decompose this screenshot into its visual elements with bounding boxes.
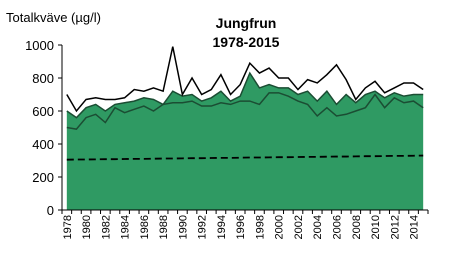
x-tick-label: 1984	[120, 215, 132, 239]
x-tick-label: 1996	[235, 215, 247, 239]
y-tick-label: 1000	[25, 38, 54, 53]
x-tick-label: 1986	[139, 215, 151, 239]
x-tick-label: 1990	[177, 215, 189, 239]
x-tick-label: 2004	[312, 215, 324, 239]
x-tick-label: 1998	[254, 215, 266, 239]
x-tick-label: 2006	[332, 215, 344, 239]
line	[66, 46, 424, 113]
area	[66, 73, 424, 210]
y-tick-label: 200	[32, 170, 54, 185]
x-tick-label: 1992	[197, 215, 209, 239]
x-tick-label: 2008	[351, 215, 363, 239]
area-edge	[66, 71, 424, 119]
chart-title: Jungfrun	[216, 15, 277, 31]
chart-subtitle: 1978-2015	[213, 34, 280, 50]
y-tick-label: 400	[32, 137, 54, 152]
x-tick-label: 2002	[293, 215, 305, 239]
x-tick-label: 1978	[62, 215, 74, 239]
y-tick-label: 0	[47, 203, 54, 218]
y-tick-label: 800	[32, 71, 54, 86]
x-tick-label: 1994	[216, 215, 228, 239]
line	[66, 92, 424, 130]
x-tick-label: 2010	[370, 215, 382, 239]
x-tick-label: 2012	[389, 215, 401, 239]
x-tick-label: 2014	[409, 215, 421, 239]
line	[66, 154, 424, 161]
y-axis-label: Totalkväve (µg/l)	[6, 10, 101, 25]
x-tick-label: 1988	[158, 215, 170, 239]
y-tick-label: 600	[32, 104, 54, 119]
x-tick-label: 2000	[274, 215, 286, 239]
x-tick-label: 1982	[100, 215, 112, 239]
x-tick-label: 1980	[81, 215, 93, 239]
